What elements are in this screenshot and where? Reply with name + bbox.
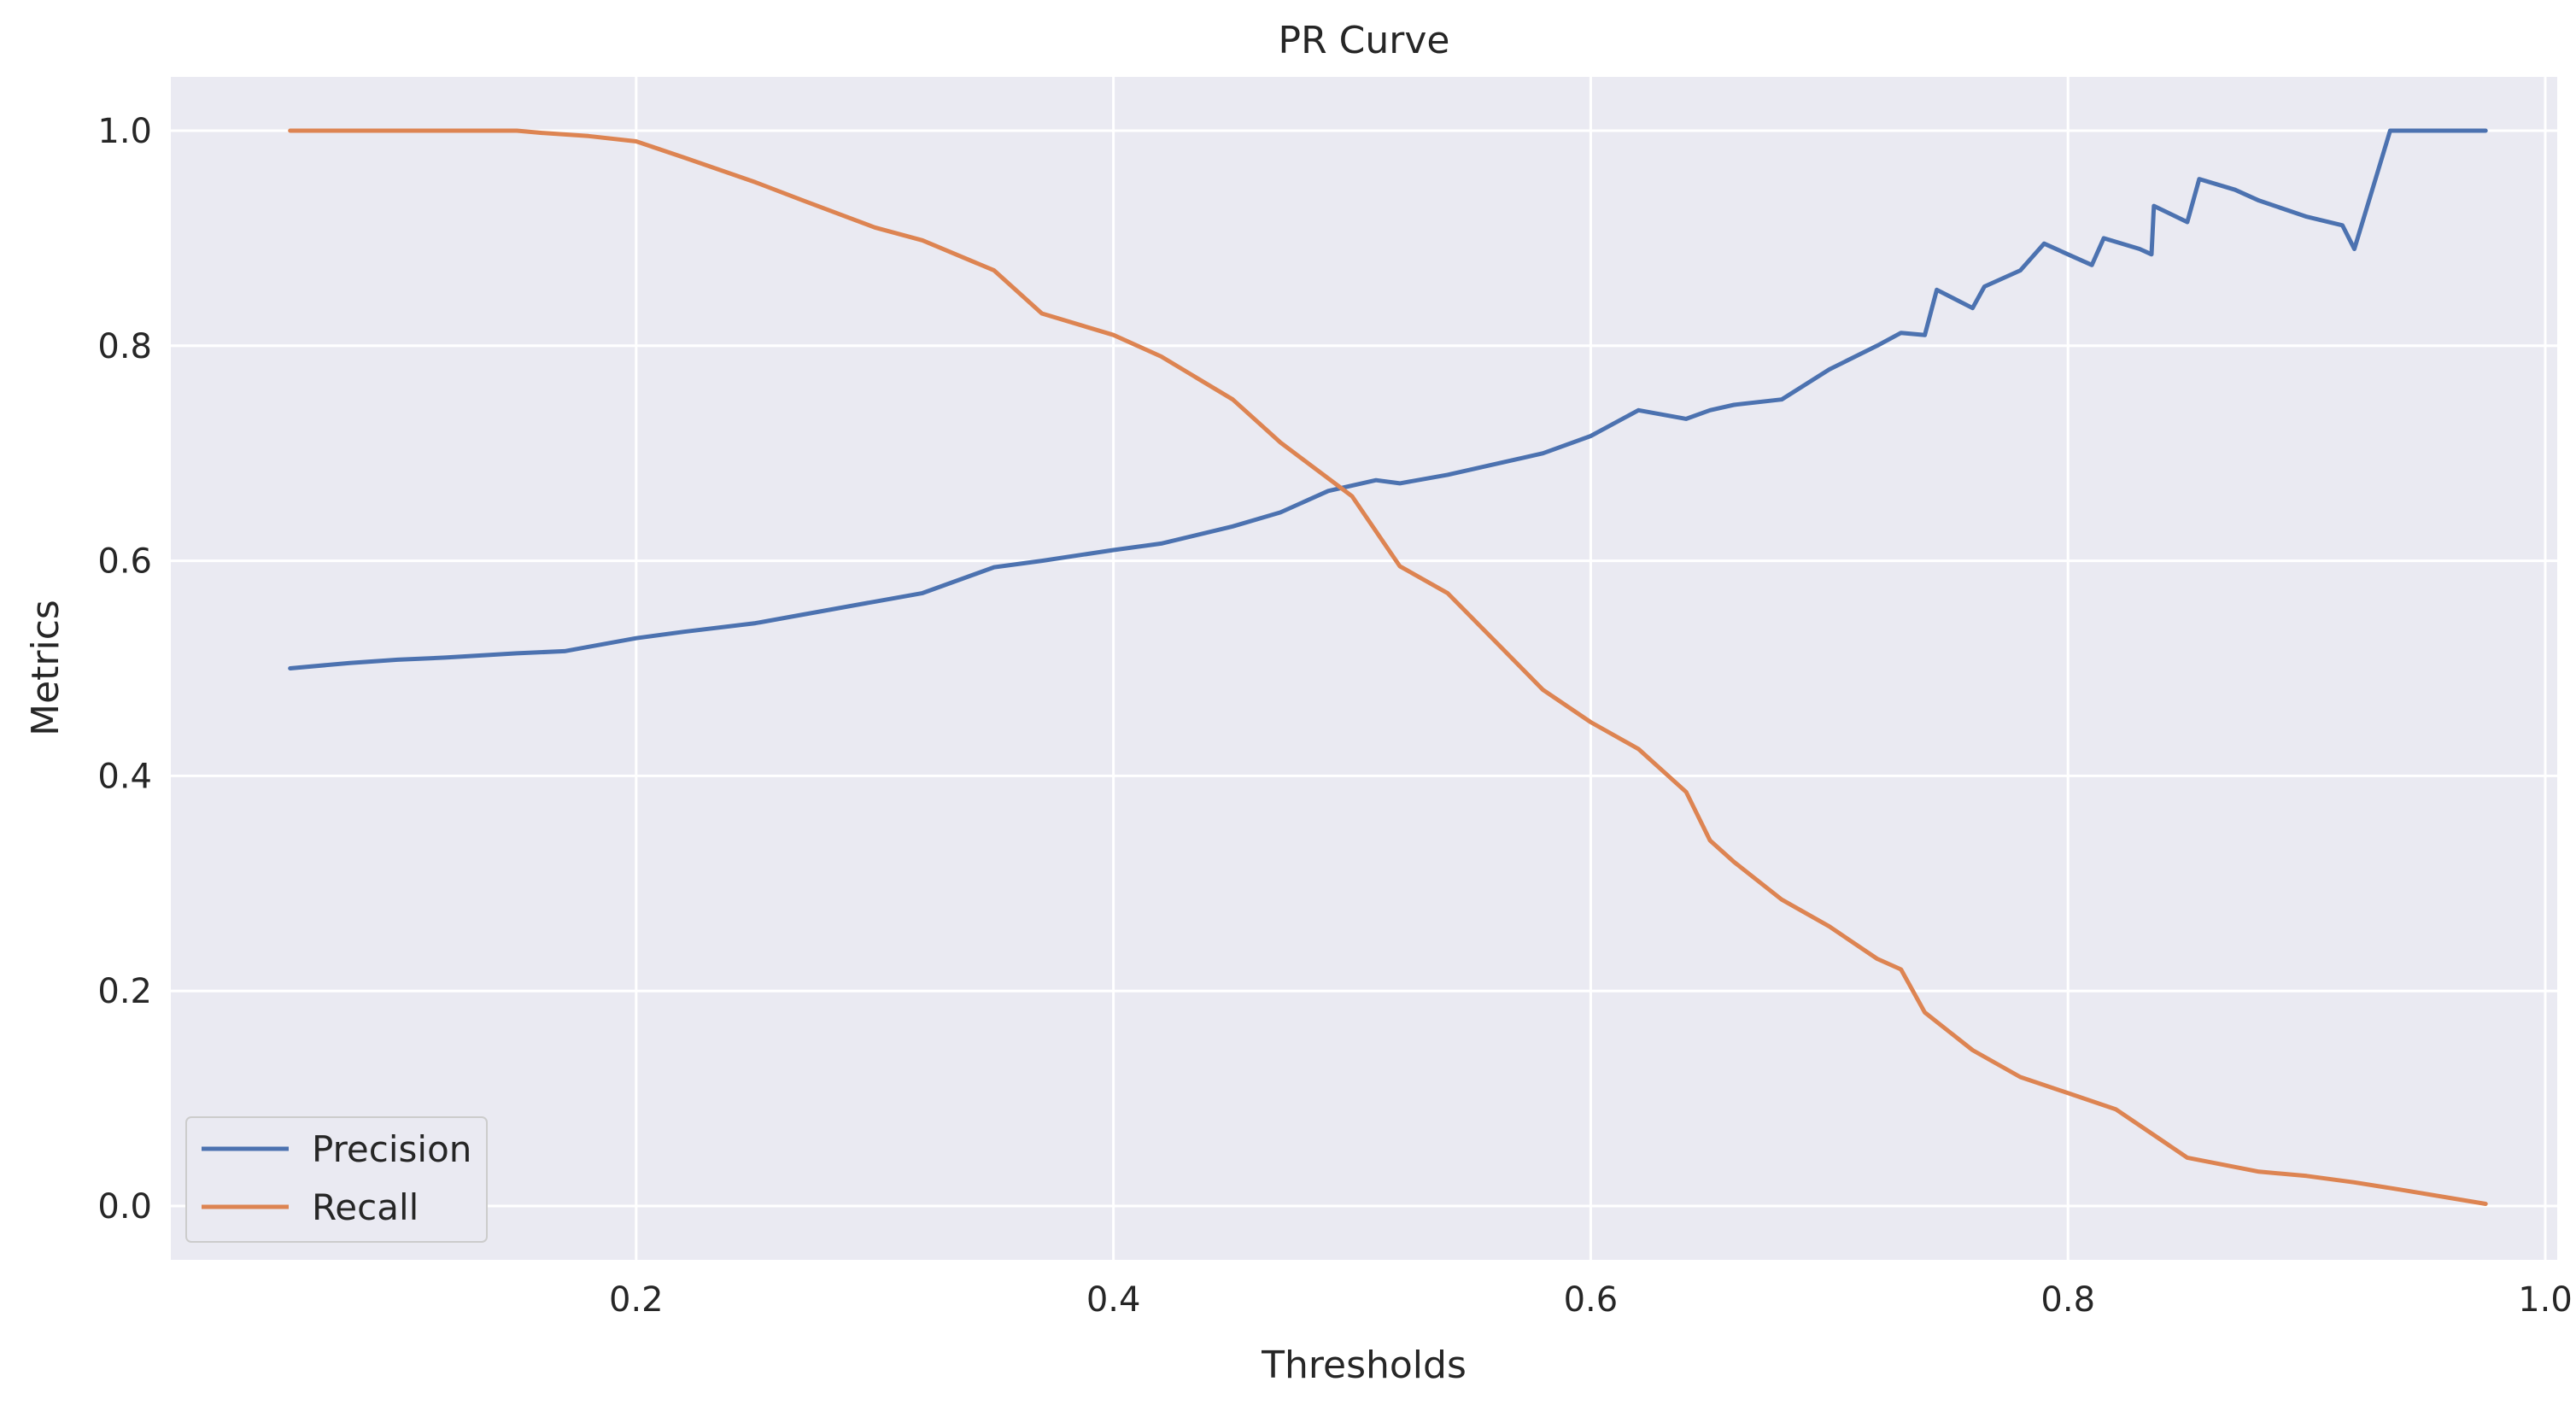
y-tick-label: 0.8 xyxy=(97,327,152,366)
x-tick-labels: 0.2 0.4 0.6 0.8 1.0 xyxy=(609,1280,2573,1320)
legend-label-recall: Recall xyxy=(312,1186,419,1228)
chart-title: PR Curve xyxy=(1279,19,1450,62)
x-tick-label: 0.2 xyxy=(609,1280,664,1320)
x-tick-label: 1.0 xyxy=(2518,1280,2573,1320)
grid-lines xyxy=(171,77,2557,1260)
y-axis-title: Metrics xyxy=(24,600,67,736)
plot-background xyxy=(171,77,2557,1260)
series-line-recall xyxy=(288,128,2488,1206)
series-line-precision xyxy=(288,128,2488,670)
y-tick-label: 0.0 xyxy=(97,1187,152,1227)
y-tick-label: 0.2 xyxy=(97,972,152,1011)
y-tick-labels: 0.0 0.2 0.4 0.6 0.8 1.0 xyxy=(97,112,152,1227)
y-tick-label: 0.4 xyxy=(97,757,152,796)
x-tick-label: 0.6 xyxy=(1564,1280,1619,1320)
y-tick-label: 0.6 xyxy=(97,542,152,582)
legend: Precision Recall xyxy=(185,1116,488,1243)
y-tick-label: 1.0 xyxy=(97,112,152,151)
series-lines xyxy=(288,128,2488,1206)
x-tick-label: 0.4 xyxy=(1086,1280,1141,1320)
x-tick-label: 0.8 xyxy=(2040,1280,2095,1320)
x-axis-title: Thresholds xyxy=(1261,1344,1467,1387)
legend-label-precision: Precision xyxy=(312,1128,471,1170)
